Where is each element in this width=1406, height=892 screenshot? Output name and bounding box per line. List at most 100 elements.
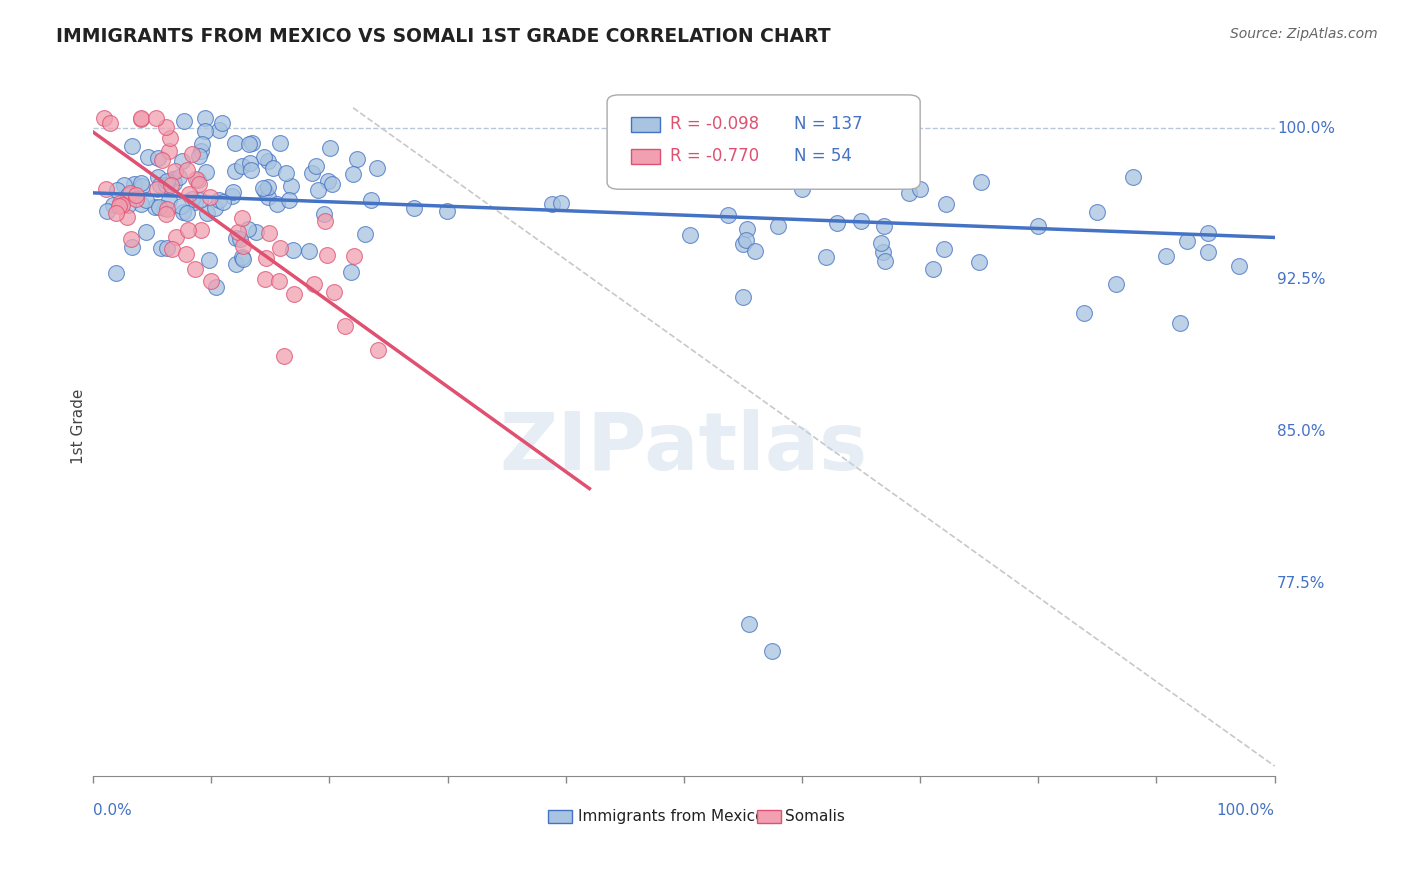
Point	[870, 235, 893, 250]
Point	[200, 274, 222, 288]
Point	[131, 112, 153, 126]
Point	[703, 122, 725, 136]
Point	[301, 166, 323, 180]
Point	[226, 226, 249, 240]
Point	[827, 216, 849, 230]
Point	[849, 214, 872, 228]
Point	[1105, 277, 1128, 291]
Point	[1227, 259, 1250, 273]
Point	[180, 192, 202, 206]
Point	[112, 178, 135, 192]
Point	[198, 253, 221, 268]
Text: 0.0%: 0.0%	[93, 803, 132, 818]
Point	[177, 187, 200, 202]
Text: Immigrants from Mexico: Immigrants from Mexico	[578, 809, 763, 824]
Point	[319, 141, 342, 155]
Point	[367, 343, 389, 357]
Point	[360, 193, 382, 207]
Point	[970, 176, 993, 190]
Point	[105, 183, 128, 197]
Point	[932, 242, 955, 256]
Point	[1085, 205, 1108, 219]
Point	[211, 116, 233, 130]
Point	[176, 205, 198, 219]
Text: 92.5%: 92.5%	[1277, 272, 1326, 287]
Point	[174, 247, 197, 261]
Point	[224, 164, 246, 178]
Point	[163, 176, 186, 190]
Text: R = -0.770: R = -0.770	[669, 147, 759, 165]
Point	[173, 114, 195, 128]
Point	[221, 189, 243, 203]
Point	[321, 177, 343, 191]
Text: 77.5%: 77.5%	[1277, 576, 1326, 591]
Point	[183, 195, 205, 210]
Point	[129, 197, 152, 211]
Point	[101, 197, 124, 211]
Point	[155, 178, 177, 193]
Point	[354, 227, 377, 241]
Point	[232, 252, 254, 267]
Point	[333, 318, 356, 333]
Point	[163, 163, 186, 178]
Point	[146, 182, 169, 196]
Text: Somalis: Somalis	[786, 809, 845, 824]
Point	[120, 186, 142, 200]
Point	[1177, 234, 1199, 248]
Point	[157, 193, 180, 207]
Point	[115, 211, 138, 225]
Point	[253, 150, 276, 164]
Point	[191, 137, 214, 152]
Text: ZIPatlas: ZIPatlas	[499, 409, 868, 487]
Point	[254, 271, 277, 285]
Point	[257, 153, 280, 168]
Point	[135, 193, 157, 207]
Point	[146, 151, 169, 165]
Point	[257, 190, 280, 204]
Point	[150, 241, 173, 255]
Point	[162, 172, 184, 186]
Text: 100.0%: 100.0%	[1216, 803, 1275, 818]
Point	[267, 274, 290, 288]
Point	[125, 193, 148, 207]
Point	[165, 230, 187, 244]
Point	[145, 111, 167, 125]
FancyBboxPatch shape	[756, 810, 780, 823]
Point	[302, 277, 325, 291]
Text: Source: ZipAtlas.com: Source: ZipAtlas.com	[1230, 27, 1378, 41]
Point	[298, 244, 321, 258]
Point	[254, 251, 277, 265]
Point	[188, 149, 211, 163]
Point	[262, 161, 284, 175]
Point	[269, 136, 291, 151]
Point	[221, 185, 243, 199]
Point	[1197, 245, 1219, 260]
Point	[190, 144, 212, 158]
Point	[346, 152, 368, 166]
Point	[1197, 226, 1219, 240]
Text: IMMIGRANTS FROM MEXICO VS SOMALI 1ST GRADE CORRELATION CHART: IMMIGRANTS FROM MEXICO VS SOMALI 1ST GRA…	[56, 27, 831, 45]
Point	[195, 206, 218, 220]
Point	[111, 198, 134, 212]
Point	[305, 159, 328, 173]
Point	[169, 169, 191, 184]
Point	[108, 195, 131, 210]
Point	[1154, 249, 1177, 263]
Point	[204, 201, 226, 215]
Point	[188, 177, 211, 191]
Point	[269, 241, 291, 255]
Point	[790, 181, 813, 195]
Point	[93, 111, 115, 125]
Point	[738, 617, 761, 632]
Point	[307, 183, 329, 197]
Point	[150, 153, 173, 167]
Text: N = 137: N = 137	[794, 115, 862, 133]
Point	[232, 239, 254, 253]
Point	[212, 195, 235, 210]
Point	[107, 199, 129, 213]
Point	[436, 204, 458, 219]
Point	[194, 111, 217, 125]
Point	[156, 174, 179, 188]
Point	[160, 178, 183, 192]
Point	[124, 177, 146, 191]
